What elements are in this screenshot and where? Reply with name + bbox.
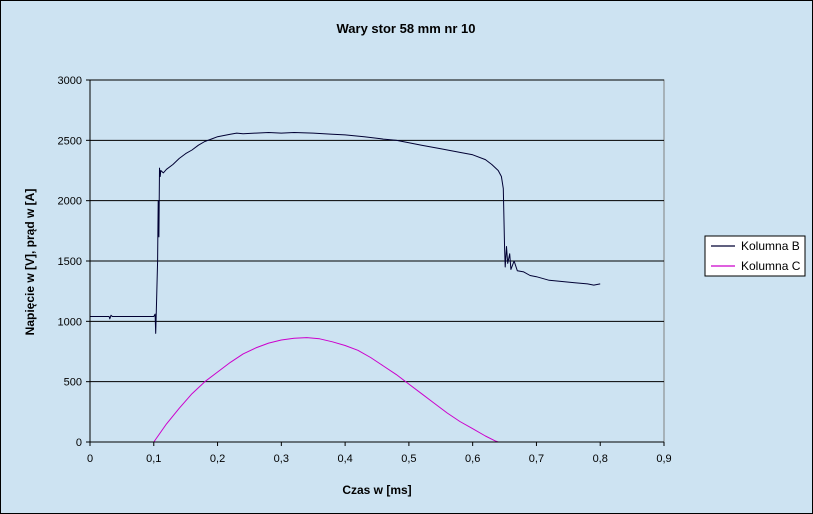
x-tick-label: 0,2 (210, 453, 225, 465)
y-axis-ticks: 0 500 1000 1500 2000 2500 3000 (58, 75, 90, 449)
y-tick-label: 500 (64, 377, 82, 389)
x-tick-label: 0,8 (593, 453, 608, 465)
x-tick-label: 0,9 (656, 453, 671, 465)
x-tick-label: 0,5 (401, 453, 416, 465)
x-tick-label: 0,6 (465, 453, 480, 465)
chart-title: Wary stor 58 mm nr 10 (337, 21, 476, 36)
y-tick-label: 1500 (58, 256, 82, 268)
x-axis-ticks: 0 0,1 0,2 0,3 0,4 0,5 0,6 0,7 0,8 0,9 (87, 442, 672, 465)
x-tick-label: 0,4 (337, 453, 352, 465)
x-tick-label: 0,1 (146, 453, 161, 465)
series-line-kolumna-b (90, 132, 601, 334)
y-tick-label: 1000 (58, 316, 82, 328)
y-axis-title: Napięcie w [V], prąd w [A] (23, 189, 37, 336)
x-tick-label: 0 (87, 453, 93, 465)
y-tick-label: 3000 (58, 75, 82, 87)
x-tick-label: 0,3 (274, 453, 289, 465)
y-tick-label: 2500 (58, 135, 82, 147)
x-axis-title: Czas w [ms] (342, 483, 411, 497)
series-group (90, 132, 601, 443)
legend-label-kolumna-b: Kolumna B (741, 239, 800, 253)
legend-box (704, 235, 806, 277)
x-tick-label: 0,7 (529, 453, 544, 465)
y-tick-label: 2000 (58, 196, 82, 208)
grid-lines (90, 79, 664, 383)
y-tick-label: 0 (76, 437, 82, 449)
legend: Kolumna B Kolumna C (704, 235, 806, 277)
series-line-kolumna-c (90, 337, 601, 443)
legend-label-kolumna-c: Kolumna C (741, 259, 801, 273)
